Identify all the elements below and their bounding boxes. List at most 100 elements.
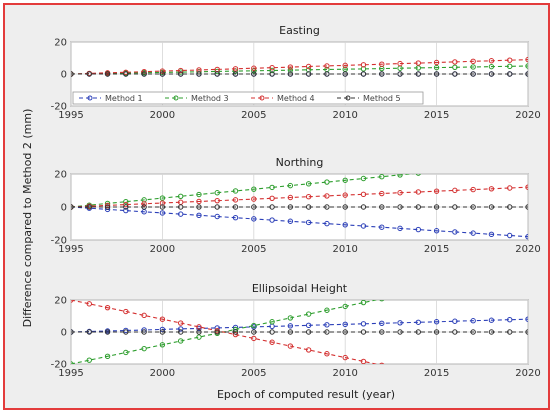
data-point (86, 301, 92, 307)
data-point (324, 329, 330, 335)
data-point (104, 71, 111, 77)
data-point (104, 304, 111, 311)
data-point (488, 71, 495, 77)
data-point (305, 63, 312, 70)
data-point (526, 266, 530, 270)
x-tick-label: 2010 (332, 244, 357, 255)
x-tick-label: 2010 (332, 368, 357, 379)
data-point (269, 184, 275, 191)
data-point (324, 220, 330, 227)
data-point (196, 212, 202, 219)
data-point (324, 351, 330, 357)
data-point (379, 190, 385, 197)
data-point (269, 71, 275, 77)
data-point (71, 329, 74, 335)
data-point (452, 329, 458, 335)
data-point (104, 202, 111, 209)
data-point (507, 57, 513, 63)
data-point (452, 204, 458, 210)
chart-panel-2: Northing 1995 2000 2005 2010 2015 2020 -20 0 20 (51, 156, 541, 255)
data-point (379, 204, 385, 210)
x-tick-label: 2005 (241, 110, 266, 121)
y-tick-label: 0 (61, 203, 67, 214)
x-tick-label: 2020 (515, 368, 540, 379)
data-point (269, 217, 275, 223)
x-tick-label: 2005 (241, 244, 266, 255)
data-point (196, 204, 202, 210)
data-point (470, 71, 476, 77)
data-point (398, 367, 402, 371)
data-point (324, 322, 330, 328)
data-point (433, 228, 440, 234)
data-point (470, 230, 476, 236)
chart-panel-1: Easting 1995 2000 2005 2010 2015 2020 -20 0 20 Met… (51, 24, 541, 121)
data-point (379, 320, 385, 326)
series-line-method-1 (71, 206, 528, 238)
data-point (434, 285, 438, 289)
data-point (470, 58, 476, 65)
data-point (360, 300, 367, 306)
data-point (453, 281, 457, 285)
data-point (86, 204, 92, 210)
legend-box (72, 91, 424, 105)
data-point (123, 204, 129, 210)
data-point (287, 204, 294, 210)
data-point (525, 71, 528, 77)
data-point (177, 338, 184, 344)
data-point (488, 63, 495, 70)
data-point (287, 315, 294, 321)
data-point (251, 329, 257, 335)
data-point (324, 179, 330, 185)
x-tick-label: 2020 (515, 110, 540, 121)
data-point (123, 308, 129, 315)
data-point (342, 303, 348, 310)
data-point (415, 319, 422, 325)
data-point (415, 329, 422, 335)
data-point (525, 316, 528, 322)
data-point (324, 63, 330, 69)
data-point (196, 324, 202, 330)
data-point (507, 185, 513, 191)
data-point (525, 184, 528, 190)
data-point (526, 394, 530, 398)
x-tick-label: 1995 (58, 110, 83, 121)
data-point (214, 71, 220, 77)
data-point (269, 64, 275, 71)
data-point (232, 197, 239, 203)
series-line-method-3 (71, 65, 528, 75)
data-point (360, 321, 367, 327)
legend-label: Method 3 (191, 94, 229, 103)
data-point (415, 174, 421, 176)
data-point (214, 213, 220, 220)
series-line-method-3 (71, 300, 379, 364)
series-line-method-4 (71, 186, 528, 208)
data-point (342, 62, 348, 69)
series-line-method-4 (71, 59, 528, 75)
data-point (471, 277, 475, 281)
data-point (415, 226, 422, 233)
data-point (379, 224, 385, 230)
data-point (287, 71, 294, 77)
data-point (488, 186, 495, 192)
data-point (397, 329, 403, 335)
data-point (251, 335, 257, 342)
data-point (269, 204, 275, 210)
data-point (71, 204, 74, 210)
data-point (214, 190, 220, 196)
data-point (508, 270, 512, 274)
data-point (305, 311, 312, 317)
data-point (251, 196, 257, 202)
data-point (71, 361, 74, 364)
data-point (398, 293, 402, 297)
data-point (525, 329, 528, 335)
y-tick-label: -20 (51, 102, 67, 113)
data-point (159, 342, 166, 348)
data-point (287, 67, 294, 73)
data-point (305, 219, 312, 226)
data-point (342, 204, 348, 210)
x-tick-label: 2015 (424, 244, 449, 255)
data-point (123, 69, 129, 75)
data-point (159, 68, 166, 74)
